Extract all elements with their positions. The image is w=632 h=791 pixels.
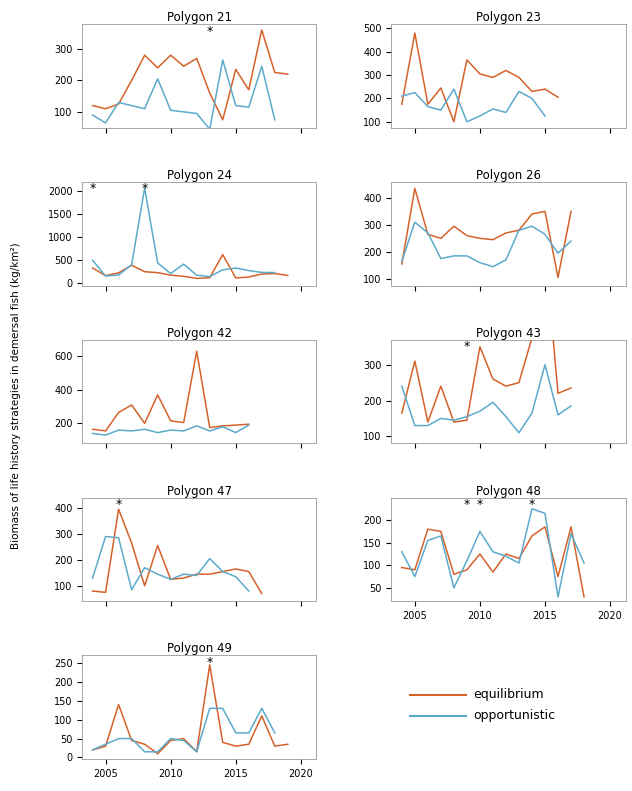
Title: Polygon 21: Polygon 21 (167, 11, 232, 24)
Text: *: * (142, 183, 148, 195)
Text: *: * (207, 657, 213, 669)
Title: Polygon 26: Polygon 26 (476, 168, 541, 182)
Text: opportunistic: opportunistic (473, 710, 556, 722)
Title: Polygon 23: Polygon 23 (476, 11, 541, 24)
Title: Polygon 49: Polygon 49 (167, 642, 232, 656)
Text: *: * (207, 25, 213, 37)
Text: *: * (464, 340, 470, 354)
Title: Polygon 42: Polygon 42 (167, 327, 232, 339)
Text: Biomass of life history strategies in demersal fish (kg/km²): Biomass of life history strategies in de… (11, 242, 21, 549)
Title: Polygon 48: Polygon 48 (476, 485, 541, 498)
Text: *: * (477, 498, 483, 511)
Text: *: * (464, 498, 470, 511)
Text: *: * (116, 498, 122, 511)
Text: *: * (90, 183, 95, 195)
Text: *: * (529, 498, 535, 511)
Title: Polygon 24: Polygon 24 (167, 168, 232, 182)
Title: Polygon 43: Polygon 43 (476, 327, 541, 339)
Text: equilibrium: equilibrium (473, 688, 544, 702)
Title: Polygon 47: Polygon 47 (167, 485, 232, 498)
